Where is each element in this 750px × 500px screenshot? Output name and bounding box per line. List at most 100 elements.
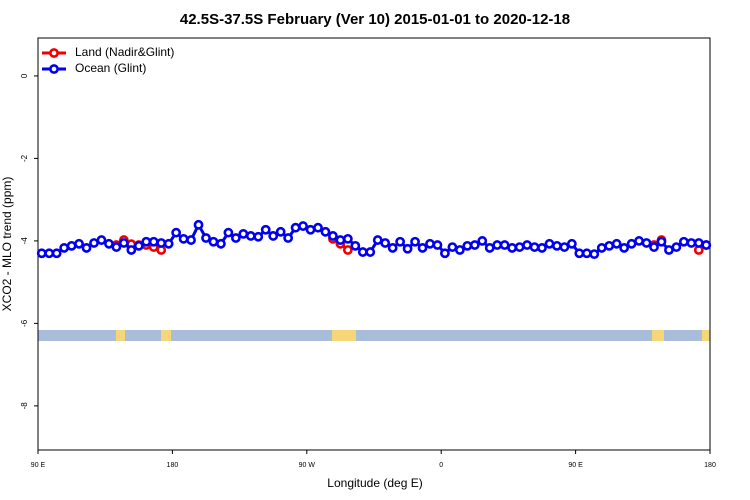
data-point bbox=[253, 231, 264, 242]
data-point bbox=[305, 224, 316, 235]
ocean-band bbox=[38, 330, 710, 341]
data-point bbox=[454, 245, 465, 255]
data-point bbox=[335, 235, 346, 245]
data-point bbox=[380, 238, 391, 248]
x-tick-label: 90 W bbox=[299, 462, 316, 469]
land-patch bbox=[652, 330, 664, 341]
data-point bbox=[387, 243, 398, 253]
data-point bbox=[559, 242, 570, 252]
data-point bbox=[313, 222, 323, 233]
data-point bbox=[619, 243, 630, 253]
x-tick-label: 180 bbox=[704, 462, 716, 469]
data-point bbox=[492, 240, 503, 250]
data-point bbox=[425, 238, 435, 249]
data-point bbox=[432, 240, 443, 250]
legend-marker bbox=[49, 64, 59, 74]
x-tick-label: 90 E bbox=[31, 462, 46, 469]
data-point bbox=[238, 228, 249, 239]
x-tick-label: 180 bbox=[167, 462, 179, 469]
land-patch bbox=[161, 330, 171, 341]
data-point bbox=[216, 238, 226, 249]
data-point bbox=[290, 222, 301, 233]
data-point bbox=[678, 236, 689, 247]
y-tick-label: 0 bbox=[20, 73, 29, 78]
data-point bbox=[320, 226, 331, 237]
data-point bbox=[268, 231, 279, 241]
data-point bbox=[118, 238, 129, 248]
land-patch bbox=[702, 330, 710, 341]
data-point bbox=[447, 242, 458, 252]
data-point bbox=[671, 242, 682, 252]
data-point bbox=[574, 248, 585, 259]
data-point bbox=[328, 231, 338, 241]
data-point bbox=[372, 235, 383, 245]
data-point bbox=[417, 243, 428, 253]
data-point bbox=[44, 248, 55, 259]
data-point bbox=[507, 243, 518, 253]
data-point bbox=[148, 236, 159, 247]
data-point bbox=[522, 240, 532, 250]
data-point bbox=[566, 238, 577, 249]
data-point bbox=[245, 231, 256, 241]
legend-label: Land (Nadir&Glint) bbox=[75, 45, 174, 59]
data-point bbox=[701, 240, 712, 250]
data-point bbox=[186, 235, 196, 245]
data-point bbox=[634, 236, 644, 246]
data-point bbox=[626, 238, 637, 249]
x-tick-label: 0 bbox=[439, 462, 443, 469]
data-point bbox=[350, 240, 361, 251]
data-point bbox=[440, 248, 450, 259]
data-point bbox=[581, 248, 592, 259]
data-point bbox=[529, 242, 540, 252]
data-point bbox=[223, 227, 234, 238]
data-point bbox=[141, 236, 152, 247]
data-point bbox=[596, 243, 607, 253]
data-point bbox=[477, 236, 488, 246]
data-point bbox=[201, 233, 211, 243]
data-point bbox=[260, 224, 271, 235]
legend-label: Ocean (Glint) bbox=[75, 61, 146, 75]
data-point bbox=[156, 238, 167, 248]
y-axis-label: XCO2 - MLO trend (ppm) bbox=[0, 177, 14, 312]
data-point bbox=[357, 247, 368, 257]
chart-title: 42.5S-37.5S February (Ver 10) 2015-01-01… bbox=[180, 11, 570, 28]
data-point bbox=[111, 242, 122, 252]
data-point bbox=[484, 243, 495, 253]
data-point bbox=[133, 240, 144, 251]
data-point bbox=[283, 233, 294, 243]
y-tick-label: -8 bbox=[20, 402, 29, 410]
data-point bbox=[193, 219, 204, 230]
data-point bbox=[589, 249, 600, 260]
data-point bbox=[208, 236, 219, 247]
x-axis-label: Longitude (deg E) bbox=[327, 476, 422, 490]
data-point bbox=[36, 248, 47, 259]
data-point bbox=[686, 238, 697, 248]
legend-marker bbox=[49, 48, 59, 58]
data-point bbox=[664, 245, 674, 255]
data-point bbox=[298, 221, 308, 231]
data-point bbox=[126, 245, 137, 255]
data-point bbox=[342, 245, 353, 255]
data-point bbox=[342, 233, 353, 244]
data-point bbox=[462, 240, 473, 251]
data-point bbox=[51, 248, 62, 259]
data-point bbox=[275, 226, 286, 237]
land-patch bbox=[116, 330, 125, 341]
y-tick-label: -2 bbox=[20, 154, 29, 162]
data-point bbox=[171, 227, 182, 238]
data-point bbox=[499, 240, 510, 250]
data-point bbox=[96, 235, 107, 245]
data-point bbox=[469, 240, 480, 250]
data-point bbox=[649, 242, 659, 252]
data-point bbox=[410, 236, 420, 247]
data-point bbox=[395, 236, 406, 247]
data-point bbox=[178, 233, 189, 244]
data-point bbox=[230, 233, 241, 243]
data-point bbox=[604, 240, 615, 251]
surface-mask bbox=[38, 330, 710, 341]
data-point bbox=[81, 243, 92, 253]
data-point bbox=[104, 238, 114, 249]
data-point bbox=[74, 238, 84, 249]
data-point bbox=[66, 240, 77, 251]
